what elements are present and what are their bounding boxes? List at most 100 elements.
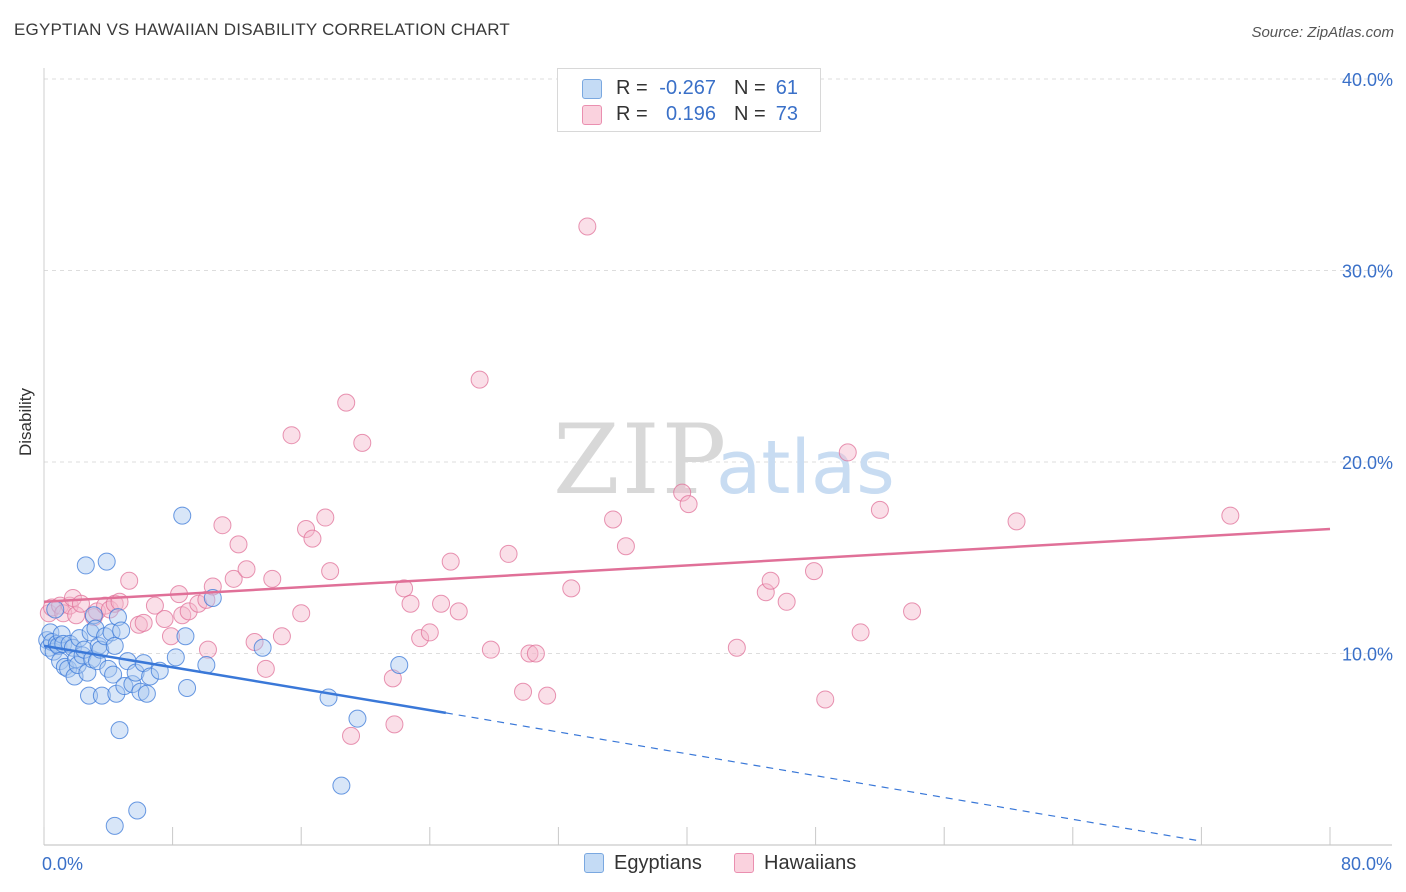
egyptians-point: [176, 627, 195, 646]
hawaiians-point: [134, 613, 153, 632]
legend-row-hawaiians: R = 0.196 N = 73: [558, 101, 820, 127]
bottom-legend-swatch-egyptians: [584, 853, 604, 873]
egyptians-point: [112, 621, 131, 640]
y-tick-label: 40.0%: [1342, 70, 1393, 90]
egyptians-point: [41, 623, 60, 642]
hawaiians-point: [263, 569, 282, 588]
egyptians-trend-line: [43, 644, 447, 715]
egyptians-point: [80, 686, 99, 705]
egyptians-point: [141, 667, 160, 686]
egyptians-point: [178, 678, 197, 697]
hawaiians-point: [145, 596, 164, 615]
y-tick-label: 10.0%: [1342, 645, 1393, 665]
hawaiians-point: [420, 623, 439, 642]
hawaiians-points: [39, 217, 1240, 745]
trend-lines: [43, 527, 1331, 842]
legend-r-value: 0.196: [665, 103, 716, 125]
hawaiians-point: [432, 594, 451, 613]
egyptians-point: [332, 776, 351, 795]
hawaiians-point: [727, 638, 746, 657]
bottom-legend-swatch-hawaiians: [734, 853, 754, 873]
egyptians-point: [348, 709, 367, 728]
hawaiians-point: [229, 535, 248, 554]
hawaiians-point: [679, 495, 698, 514]
egyptians-point: [105, 816, 124, 835]
egyptians-point: [78, 663, 97, 682]
legend-r-label: R =: [616, 103, 648, 125]
egyptians-point: [97, 552, 116, 571]
hawaiians-point: [816, 690, 835, 709]
hawaiians-point: [1221, 506, 1240, 525]
egyptians-point: [173, 506, 192, 525]
x-tick-label: 80.0%: [1341, 854, 1392, 874]
egyptians-points: [38, 506, 409, 835]
axes: [43, 68, 1392, 846]
bottom-legend-label-hawaiians: Hawaiians: [764, 852, 857, 874]
legend-n-value: 61: [775, 77, 798, 99]
source-label: Source: ZipAtlas.com: [1251, 24, 1394, 41]
hawaiians-point: [155, 610, 174, 629]
hawaiians-point: [321, 562, 340, 581]
hawaiians-point: [342, 726, 361, 745]
x-tick-label: 0.0%: [42, 854, 83, 874]
legend-n-value: 73: [775, 103, 798, 125]
legend-n-label: N =: [734, 77, 766, 99]
watermark-zip: ZIP: [553, 404, 728, 516]
tick-labels: 10.0% 20.0% 30.0% 40.0% 0.0% 80.0%: [42, 70, 1393, 874]
hawaiians-point: [520, 644, 539, 663]
hawaiians-point: [1007, 512, 1026, 531]
hawaiians-point: [256, 659, 275, 678]
stats-legend: R = -0.267 N = 61 R = 0.196 N = 73: [557, 68, 821, 132]
egyptians-point: [104, 665, 123, 684]
hawaiians-point: [870, 500, 889, 519]
hawaiians-point: [161, 627, 180, 646]
chart-title: EGYPTIAN VS HAWAIIAN DISABILITY CORRELAT…: [14, 20, 510, 39]
egyptians-point: [253, 638, 272, 657]
egyptians-point: [70, 629, 89, 648]
hawaiians-point: [673, 483, 692, 502]
y-axis-label: Disability: [16, 387, 35, 456]
egyptians-point: [76, 556, 95, 575]
y-tick-label: 20.0%: [1342, 453, 1393, 473]
legend-row-egyptians: R = -0.267 N = 61: [558, 75, 820, 101]
hawaiians-point: [449, 602, 468, 621]
legend-r-label: R =: [616, 77, 648, 99]
hawaiians-point: [120, 571, 139, 590]
hawaiians-point: [385, 715, 404, 734]
hawaiians-point: [470, 370, 489, 389]
hawaiians-point: [282, 426, 301, 445]
hawaiians-point: [441, 552, 460, 571]
hawaiians-point: [777, 592, 796, 611]
hawaiians-point: [616, 537, 635, 556]
egyptians-point: [84, 606, 103, 625]
hawaiians-point: [67, 606, 86, 625]
hawaiians-point: [514, 682, 533, 701]
watermark-atlas: atlas: [716, 425, 895, 511]
hawaiians-point: [224, 569, 243, 588]
hawaiians-point: [499, 544, 518, 563]
hawaiians-point: [213, 516, 232, 535]
egyptians-point: [105, 636, 124, 655]
hawaiians-point: [198, 640, 217, 659]
hawaiians-point: [179, 602, 198, 621]
legend-r-value: -0.267: [659, 77, 716, 99]
egyptians-point: [108, 608, 127, 627]
y-tick-label: 30.0%: [1342, 262, 1393, 282]
hawaiians-point: [272, 627, 291, 646]
hawaiians-point: [297, 520, 316, 539]
egyptians-point: [128, 801, 147, 820]
hawaiians-point: [903, 602, 922, 621]
bottom-legend-label-egyptians: Egyptians: [614, 852, 702, 874]
hawaiians-point: [804, 562, 823, 581]
legend-swatch-egyptians: [582, 79, 602, 99]
hawaiians-point: [395, 579, 414, 598]
hawaiians-point: [337, 393, 356, 412]
egyptians-point: [46, 600, 65, 619]
egyptians-point: [390, 655, 409, 674]
hawaiians-point: [481, 640, 500, 659]
watermark: ZIP atlas: [553, 404, 895, 516]
hawaiians-point: [526, 644, 545, 663]
hawaiians-point: [401, 594, 420, 613]
legend-swatch-hawaiians: [582, 105, 602, 125]
